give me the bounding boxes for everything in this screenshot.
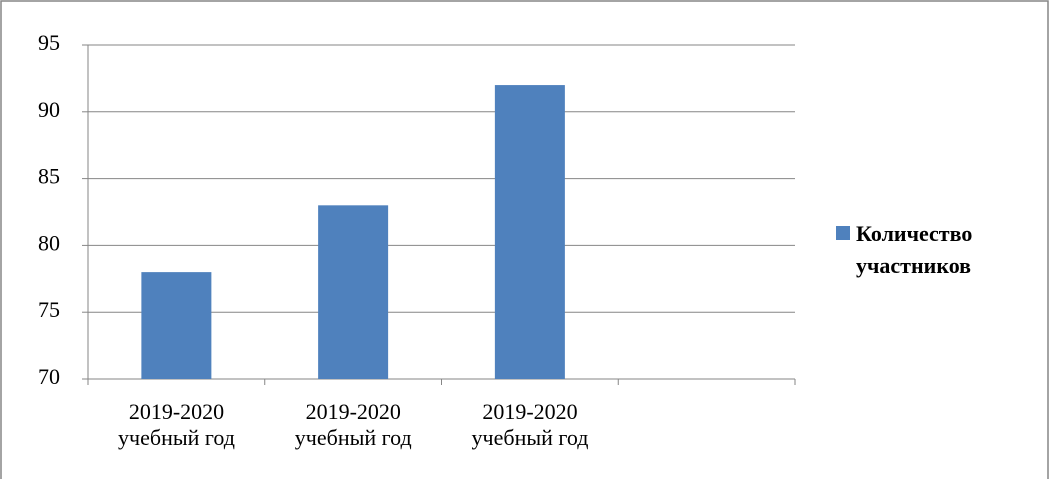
y-tick-label: 85 xyxy=(38,164,60,189)
x-tick-label: 2019-2020 учебный год xyxy=(294,399,412,450)
y-tick-label: 70 xyxy=(38,364,60,389)
legend: Количество участников xyxy=(836,218,1036,282)
bar xyxy=(141,272,212,379)
bar xyxy=(494,85,565,379)
y-tick-label: 95 xyxy=(38,30,60,55)
bar xyxy=(318,205,389,379)
x-tick-label: 2019-2020 учебный год xyxy=(118,399,235,450)
legend-swatch xyxy=(836,226,850,240)
y-tick-label: 75 xyxy=(38,297,60,322)
y-tick-label: 80 xyxy=(38,230,60,255)
x-tick-label: 2019-2020 учебный год xyxy=(471,399,589,450)
y-tick-label: 90 xyxy=(38,97,60,122)
legend-label: Количество участников xyxy=(856,221,973,278)
